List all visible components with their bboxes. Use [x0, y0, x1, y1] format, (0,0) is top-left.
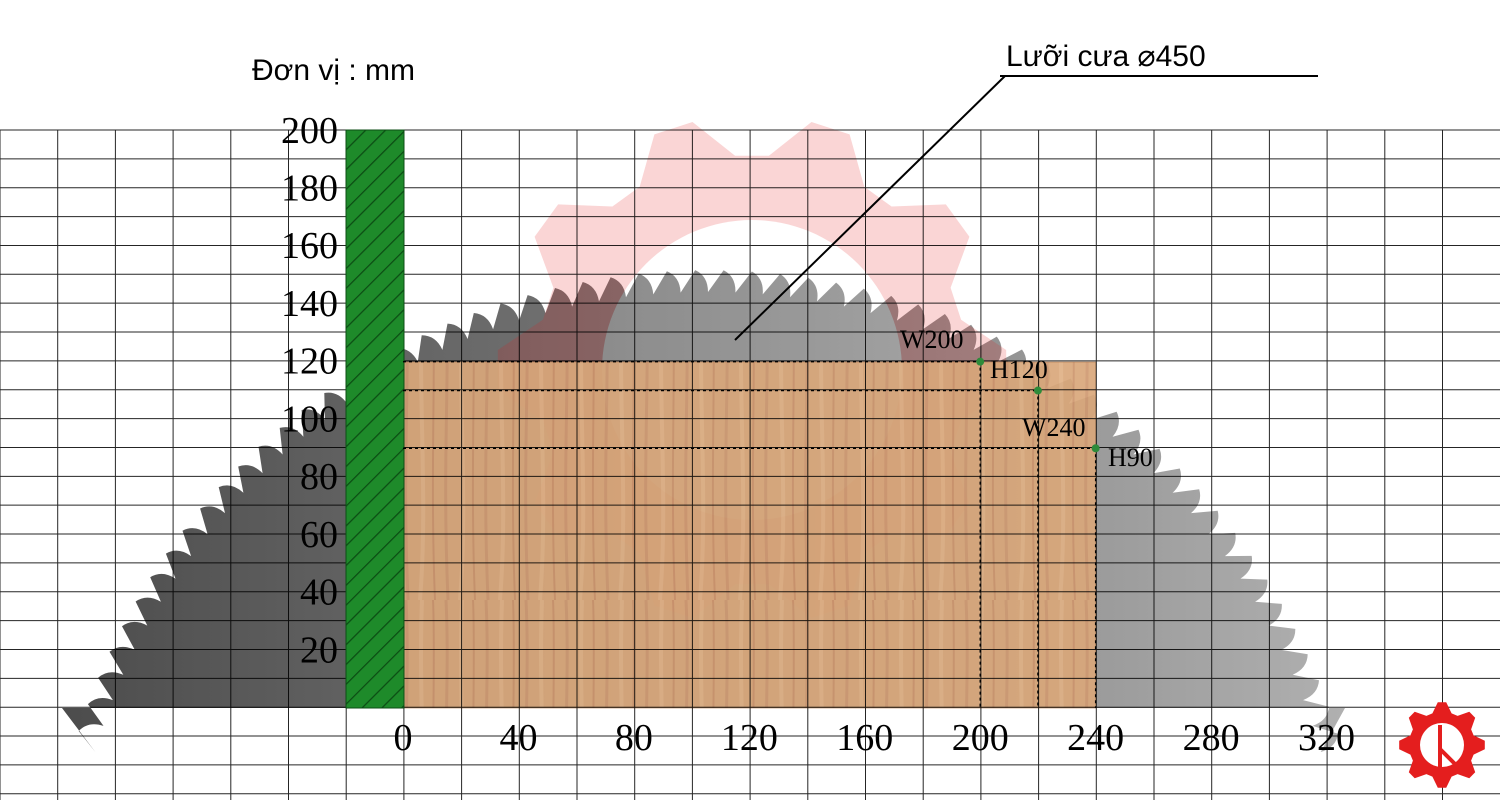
- capacity-lines: [403, 360, 1097, 708]
- x-tick-label: 0: [394, 717, 413, 759]
- y-tick-label: 180: [281, 168, 338, 210]
- x-tick-label: 120: [721, 717, 778, 759]
- x-tick-label: 40: [499, 717, 537, 759]
- label-h120: H120: [990, 355, 1048, 384]
- label-w200: W200: [900, 325, 964, 354]
- unit-label: Đơn vị : mm: [252, 54, 415, 87]
- capacity-markers: [976, 357, 1100, 453]
- y-tick-label: 160: [281, 225, 338, 267]
- capacity-point: [976, 357, 985, 366]
- x-tick-label: 160: [836, 717, 893, 759]
- fence: [345, 129, 405, 709]
- capacity-point: [1091, 444, 1100, 453]
- y-tick-label: 140: [281, 283, 338, 325]
- y-axis-ticks: 20 40 60 80 100 120 140 160 180 200: [281, 110, 338, 671]
- y-tick-label: 20: [300, 629, 338, 671]
- y-tick-label: 120: [281, 341, 338, 383]
- blade-label: Lưỡi cưa ⌀450: [1006, 40, 1206, 73]
- x-tick-label: 280: [1183, 717, 1240, 759]
- wood-block: [403, 362, 1096, 708]
- x-tick-label: 200: [952, 717, 1009, 759]
- y-tick-label: 80: [300, 456, 338, 498]
- label-w240: W240: [1022, 413, 1086, 442]
- blade-leader-line: [734, 75, 1006, 341]
- gear-logo-icon: [1399, 702, 1485, 788]
- x-tick-label: 240: [1067, 717, 1124, 759]
- logo-mark-stroke: [1438, 747, 1460, 769]
- x-tick-label: 80: [615, 717, 653, 759]
- y-tick-label: 40: [300, 572, 338, 614]
- label-h90: H90: [1108, 443, 1153, 472]
- y-tick-label: 200: [281, 110, 338, 152]
- capacity-point: [1033, 386, 1042, 395]
- x-tick-label: 320: [1298, 717, 1355, 759]
- y-tick-label: 100: [281, 398, 338, 440]
- y-tick-label: 60: [300, 514, 338, 556]
- x-axis-ticks: 0 40 80 120 160 200 240 280 320: [394, 717, 1356, 759]
